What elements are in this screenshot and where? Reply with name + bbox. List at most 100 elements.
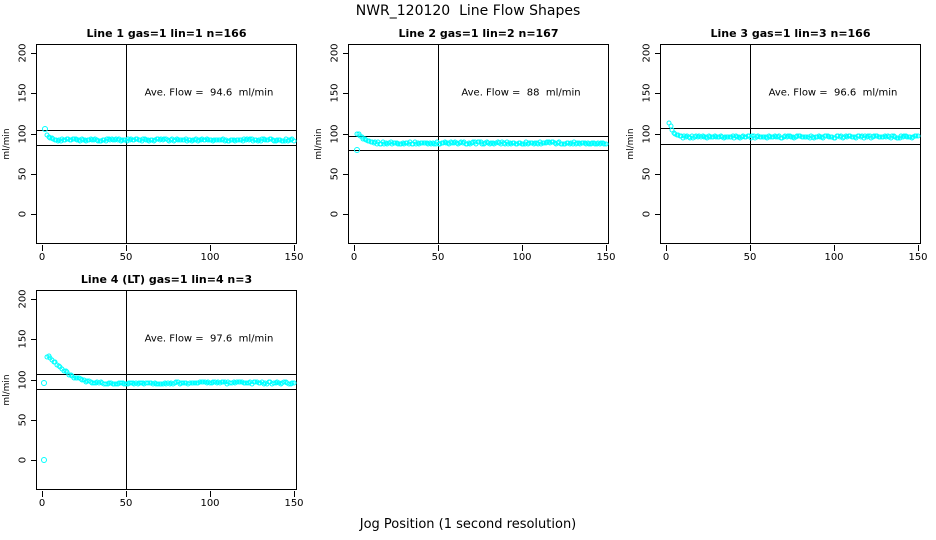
data-point: [915, 133, 921, 139]
y-tick-label: 100: [329, 123, 341, 144]
ave-flow-annotation: Ave. Flow = 97.6 ml/min: [144, 333, 274, 345]
lower-flow-limit-line: [37, 145, 296, 147]
x-tick: [126, 245, 127, 251]
x-tick: [666, 245, 667, 251]
ave-flow-annotation: Ave. Flow = 94.6 ml/min: [144, 87, 274, 99]
x-tick: [294, 491, 295, 497]
y-tick-label: 150: [329, 83, 341, 103]
y-tick: [31, 133, 37, 135]
panel-title: Line 4 (LT) gas=1 lin=4 n=3: [80, 273, 253, 286]
x-tick-label: 50: [119, 252, 133, 263]
y-tick-label: 150: [17, 83, 29, 103]
y-tick: [655, 53, 661, 54]
y-tick: [343, 214, 349, 215]
x-tick: [210, 491, 211, 497]
data-point: [291, 380, 297, 386]
main-title: NWR_120120 Line Flow Shapes: [355, 3, 581, 19]
y-tick-label: 0: [17, 210, 29, 218]
data-point: [291, 138, 297, 144]
y-axis-label: ml/min: [314, 128, 324, 160]
y-tick-label: 200: [641, 43, 653, 63]
y-tick: [31, 299, 37, 300]
x-tick: [354, 245, 355, 251]
x-axis-title: Jog Position (1 second resolution): [359, 517, 577, 532]
outlier-data-point: [40, 379, 47, 386]
panel-line-2: Line 2 gas=1 lin=2 n=167 ml/min 0 50 100 15…: [314, 27, 616, 263]
x-tick: [42, 245, 43, 251]
vertical-reference-line: [126, 45, 127, 243]
x-tick-label: 150: [284, 252, 304, 263]
x-tick: [294, 245, 295, 251]
outlier-data-point: [40, 457, 47, 463]
y-tick-label: 100: [641, 123, 653, 144]
ave-flow-annotation: Ave. Flow = 96.6 ml/min: [768, 87, 898, 99]
y-tick: [31, 379, 37, 381]
y-tick-label: 100: [17, 369, 29, 390]
y-tick: [343, 173, 349, 175]
y-tick: [343, 53, 349, 54]
x-tick: [606, 245, 607, 251]
panel-title: Line 1 gas=1 lin=1 n=166: [86, 27, 247, 40]
y-tick-label: 100: [17, 123, 29, 144]
y-tick: [31, 339, 37, 341]
x-tick: [210, 245, 211, 251]
x-tick-label: 150: [596, 252, 616, 263]
y-tick-label: 200: [17, 289, 29, 309]
x-tick-label: 0: [38, 252, 46, 263]
y-tick-label: 0: [17, 456, 29, 464]
x-tick-label: 50: [119, 498, 133, 509]
y-tick-label: 50: [17, 167, 29, 181]
lower-flow-limit-line: [661, 144, 920, 146]
upper-flow-limit-line: [661, 128, 920, 130]
y-tick: [343, 93, 349, 95]
x-tick-label: 0: [38, 498, 46, 509]
x-tick: [126, 491, 127, 497]
x-tick: [42, 491, 43, 497]
y-tick-label: 150: [641, 83, 653, 103]
y-tick: [655, 133, 661, 135]
plot-area: 0 50 100 150 200 0 50 100 150 Ave. Flow = 94.6 ml…: [18, 43, 304, 263]
x-tick-label: 100: [200, 498, 220, 509]
x-tick: [438, 245, 439, 251]
y-axis-label: ml/min: [626, 128, 636, 160]
plot-area: 0 50 100 150 200 0 50 100 150 Ave. Flow = 97.6 ml…: [18, 289, 304, 509]
x-tick: [750, 245, 751, 251]
y-tick: [31, 173, 37, 175]
y-tick-label: 150: [17, 329, 29, 349]
lower-flow-limit-line: [349, 150, 608, 152]
x-tick: [522, 245, 523, 251]
panel-title: Line 2 gas=1 lin=2 n=167: [398, 27, 559, 40]
plot-area: 0 50 100 150 200 0 50 100 150 Ave. Flow = 88 ml/m…: [330, 43, 616, 263]
x-tick-label: 50: [743, 252, 757, 263]
outlier-data-point: [42, 126, 49, 133]
data-point: [603, 141, 609, 147]
outlier-data-point: [354, 146, 361, 153]
x-tick-label: 150: [908, 252, 928, 263]
upper-flow-limit-line: [349, 136, 608, 138]
plot-area: 0 50 100 150 200 0 50 100 150 Ave. Flow = 96.6 ml…: [642, 43, 928, 263]
y-tick-label: 200: [329, 43, 341, 63]
upper-flow-limit-line: [37, 373, 296, 375]
x-tick-label: 100: [824, 252, 844, 263]
x-tick-label: 0: [662, 252, 670, 263]
panel-line-1: Line 1 gas=1 lin=1 n=166 ml/min 0 50 100 15…: [2, 27, 304, 263]
x-tick: [918, 245, 919, 251]
y-tick: [31, 419, 37, 421]
x-tick-label: 100: [200, 252, 220, 263]
y-axis-label: ml/min: [2, 374, 12, 406]
x-tick-label: 0: [350, 252, 358, 263]
x-tick: [834, 245, 835, 251]
panel-line-3: Line 3 gas=1 lin=3 n=166 ml/min 0 50 100 15…: [626, 27, 928, 263]
x-tick-label: 50: [431, 252, 445, 263]
panel-title: Line 3 gas=1 lin=3 n=166: [710, 27, 871, 40]
y-tick: [655, 173, 661, 175]
y-tick: [31, 460, 37, 461]
upper-flow-limit-line: [37, 130, 296, 132]
y-tick: [655, 214, 661, 215]
y-tick-label: 50: [641, 167, 653, 181]
y-tick-label: 0: [641, 210, 653, 218]
y-axis-label: ml/min: [2, 128, 12, 160]
x-tick-label: 100: [512, 252, 532, 263]
y-tick-label: 0: [329, 210, 341, 218]
ave-flow-annotation: Ave. Flow = 88 ml/min: [461, 87, 581, 99]
